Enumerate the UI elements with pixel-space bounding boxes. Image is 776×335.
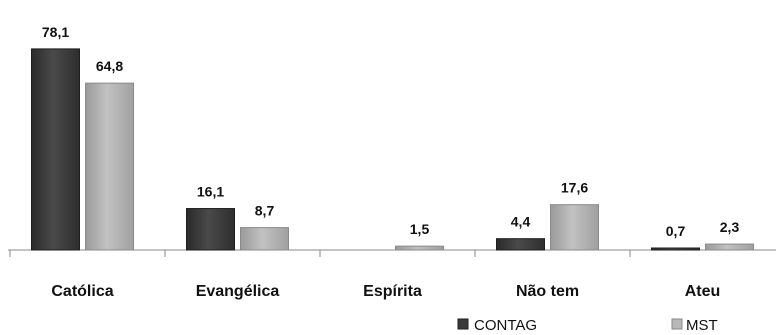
- bar-contag: [651, 247, 700, 251]
- category-label: Não tem: [516, 283, 579, 300]
- bar-contag: [496, 238, 545, 251]
- legend: CONTAG MST: [457, 317, 718, 334]
- bar-mst: [240, 227, 289, 251]
- bar-mst: [395, 245, 444, 251]
- category-label: Ateu: [685, 283, 721, 300]
- data-label: 17,6: [561, 180, 588, 196]
- data-label: 16,1: [197, 184, 224, 200]
- legend-swatch-contag: [457, 318, 469, 330]
- data-label: 2,3: [720, 219, 740, 235]
- bar-mst: [85, 82, 134, 251]
- x-axis: [8, 249, 776, 257]
- legend-label-mst: MST: [686, 317, 718, 334]
- data-label: 4,4: [511, 214, 531, 230]
- category-label: Evangélica: [196, 283, 280, 300]
- category-label: Católica: [51, 283, 113, 300]
- data-labels: 78,1 64,8 16,1 8,7 1,5 4,4 17,6 0,7 2,3: [42, 24, 740, 239]
- bar-mst: [550, 204, 599, 251]
- data-label: 64,8: [96, 58, 123, 74]
- bar-mst: [705, 243, 754, 251]
- category-label: Espírita: [363, 283, 422, 300]
- bars: [31, 48, 754, 251]
- data-label: 8,7: [255, 203, 275, 219]
- category-labels: Católica Evangélica Espírita Não tem Ateu: [51, 283, 720, 300]
- data-label: 1,5: [410, 221, 430, 237]
- data-label: 78,1: [42, 24, 69, 40]
- legend-label-contag: CONTAG: [474, 317, 537, 334]
- legend-swatch-mst: [671, 318, 683, 330]
- data-label: 0,7: [666, 223, 686, 239]
- bar-contag: [31, 48, 80, 251]
- bar-contag: [186, 208, 235, 251]
